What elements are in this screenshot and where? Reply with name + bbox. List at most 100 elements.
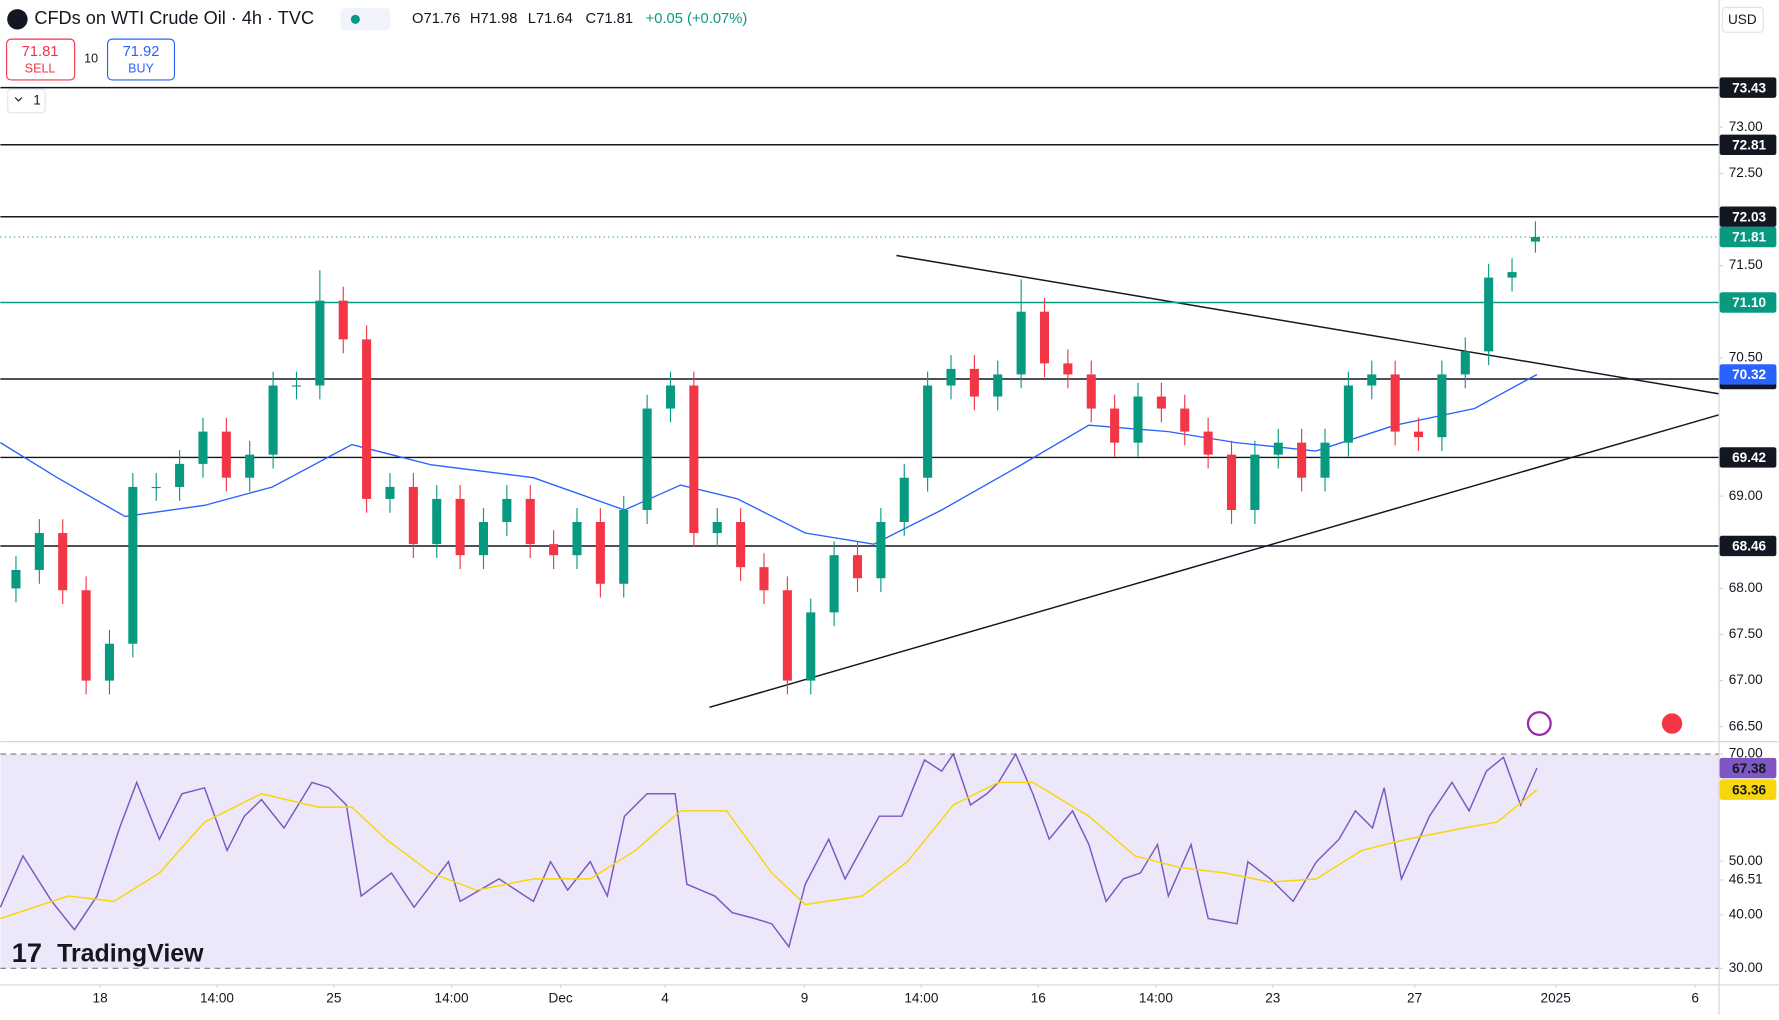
x-tick-label: 14:00 (200, 991, 234, 1006)
candle-body (572, 521, 582, 556)
candle-body (642, 408, 652, 510)
x-tick-label: 9 (801, 991, 809, 1006)
symbol-title: CFDs on WTI Crude Oil · 4h · TVC (34, 8, 314, 28)
candle-body (104, 643, 115, 681)
candle-body (245, 454, 255, 478)
y-tick-label: 40.00 (1729, 906, 1763, 921)
price-tag-label: 72.81 (1732, 138, 1766, 153)
y-tick-label: 66.50 (1729, 718, 1763, 733)
logo: TradingView (57, 939, 204, 967)
x-tick-label: Dec (549, 991, 573, 1006)
ohlc-low: L71.64 (528, 11, 573, 27)
rsi-band (0, 754, 1719, 969)
candle-body (969, 368, 979, 397)
price-tag-label: 69.42 (1732, 450, 1766, 465)
candle-body (455, 498, 465, 556)
rsi-line (0, 752, 1538, 949)
candle-body (362, 339, 372, 499)
candle-body (1063, 363, 1073, 375)
candle-body (1367, 374, 1377, 386)
panes: 66.50 67.00 67.50 68.00 69.00 70.50 71.50 72.50… (0, 77, 1777, 1006)
candle-body (478, 521, 489, 556)
candle-body (946, 368, 956, 386)
collapse-button[interactable] (7, 88, 46, 114)
candle-body (782, 590, 792, 681)
price-tag (1719, 757, 1777, 779)
candle-body (993, 374, 1003, 397)
sell-price: 71.81 (22, 44, 59, 60)
candle-body (1250, 454, 1260, 510)
currency-button[interactable] (1721, 6, 1764, 33)
sell-label: SELL (25, 61, 56, 75)
chevron (14, 97, 23, 102)
price-tag-label: 63.36 (1732, 782, 1766, 797)
candle-body (829, 555, 839, 613)
candle-body (1320, 442, 1330, 478)
trendline (896, 254, 1719, 395)
buy-button[interactable] (106, 38, 176, 81)
candle-body (852, 555, 863, 579)
candle-body (1156, 396, 1166, 409)
candle-body (1226, 454, 1237, 510)
x-tick-label: 14:00 (904, 991, 938, 1006)
x-tick-label: 25 (326, 991, 341, 1006)
candle-body (665, 385, 676, 409)
candle-body (619, 509, 629, 584)
candle-body (408, 486, 418, 545)
y-tick-label: 71.50 (1729, 257, 1763, 272)
toggle[interactable] (340, 7, 391, 31)
symbol-icon (7, 9, 28, 30)
candle-body (1484, 277, 1494, 352)
candle-body (1039, 311, 1050, 364)
candle-body (1530, 237, 1540, 242)
price-tag (1719, 447, 1777, 468)
buy-price: 71.92 (123, 44, 160, 60)
y-tick-label: 67.00 (1729, 672, 1763, 687)
price-tag-label: 71.10 (1732, 295, 1766, 310)
candle-body (1180, 408, 1190, 432)
buy-label: BUY (128, 61, 154, 75)
candle-body (712, 521, 722, 534)
price-tag-label: 70.32 (1732, 367, 1766, 382)
ohlc-change: +0.05 (+0.07%) (646, 11, 748, 27)
price-tag (1719, 226, 1777, 248)
spread: 10 (84, 51, 98, 65)
y-tick-label: 72.50 (1729, 165, 1763, 180)
rsi-line (0, 781, 1538, 920)
x-tick-label: 14:00 (435, 991, 469, 1006)
x-tick-label: 2025 (1541, 991, 1571, 1006)
candle-body (221, 431, 231, 478)
y-tick-label: 70.50 (1729, 349, 1763, 364)
candle-body (1110, 408, 1120, 443)
candle-body (549, 544, 559, 556)
interval-count: 1 (33, 93, 41, 108)
price-tag-label: 71.81 (1732, 230, 1766, 245)
candle-body (806, 612, 816, 681)
candle-body (1460, 351, 1470, 375)
x-tick-label: 16 (1031, 991, 1046, 1006)
candle-body (11, 569, 21, 589)
candle-body (1273, 442, 1283, 455)
price-tag (1719, 134, 1777, 155)
candle-body (432, 498, 442, 545)
flag-icon[interactable] (1659, 711, 1685, 737)
candle-body (1507, 272, 1517, 278)
events-icon[interactable] (1526, 711, 1552, 737)
candle-body (923, 385, 933, 478)
price-tag (1719, 77, 1777, 98)
y-tick-label: 67.50 (1729, 626, 1763, 641)
candle-body (34, 533, 44, 570)
sell-button[interactable] (6, 38, 76, 81)
candle-body (198, 431, 208, 464)
x-tick-label: 6 (1691, 991, 1699, 1006)
y-tick-label: 30.00 (1729, 960, 1763, 975)
y-tick-label: 73.00 (1729, 119, 1763, 134)
x-tick-label: 27 (1407, 991, 1422, 1006)
candle-body (1086, 374, 1096, 409)
candle-body (81, 590, 91, 681)
y-tick-label: 50.00 (1729, 853, 1763, 868)
candle-body (899, 477, 909, 522)
currency: USD (1728, 12, 1757, 27)
